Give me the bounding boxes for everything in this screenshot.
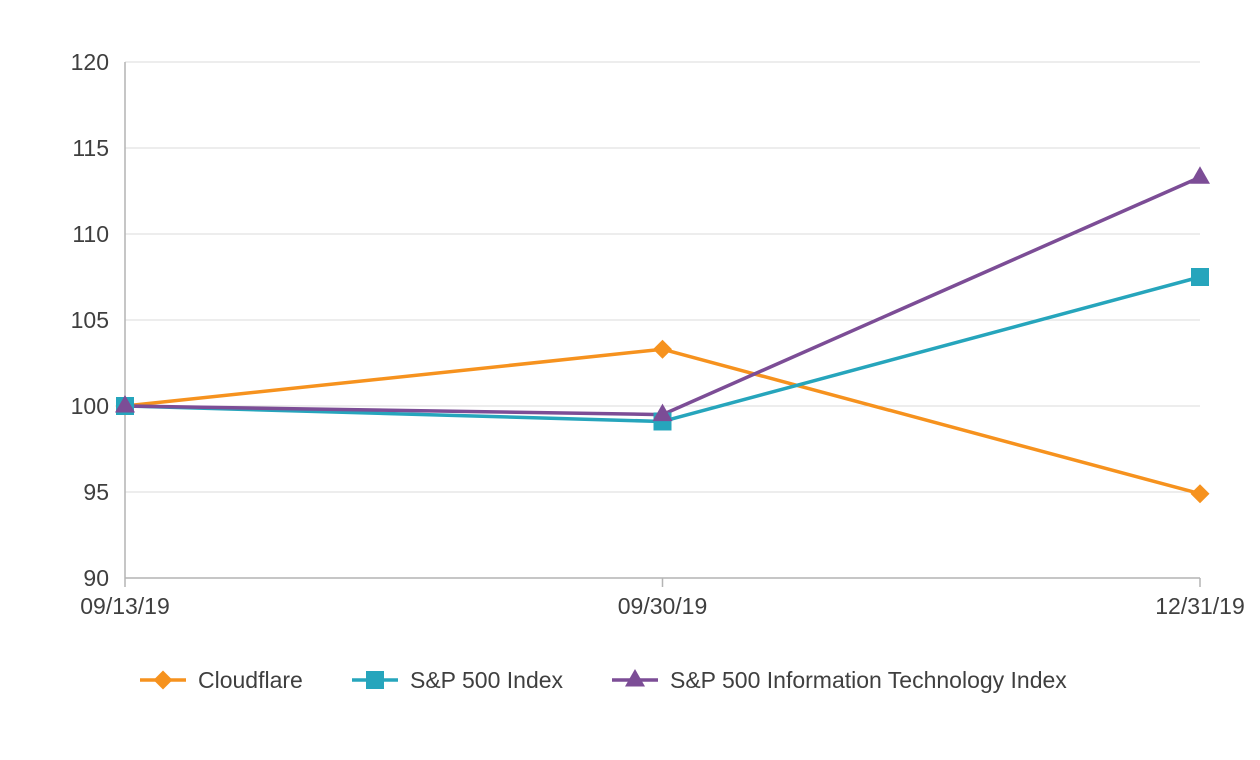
legend-label: S&P 500 Index <box>410 667 564 693</box>
marker-triangle-s-p-500-information-technology-index <box>652 403 673 422</box>
y-tick-label: 120 <box>71 49 109 75</box>
y-tick-label: 110 <box>72 221 109 247</box>
x-tick-label: 12/31/19 <box>1155 593 1245 619</box>
y-axis-labels: 90 95 100 105 110 115 120 <box>71 49 109 591</box>
series-lines <box>123 175 1202 496</box>
marker-triangle-s-p-500-information-technology-index <box>115 395 135 413</box>
legend-label: Cloudflare <box>198 667 303 693</box>
y-tick-label: 115 <box>72 135 109 161</box>
marker-diamond-cloudflare <box>1190 484 1210 504</box>
marker-square-s-p-500-index <box>1191 268 1209 286</box>
legend-item-s-p-500-information-technology-index: S&P 500 Information Technology Index <box>612 667 1067 693</box>
x-tick-label: 09/30/19 <box>618 593 708 619</box>
series-line-s-p-500-information-technology-index <box>123 175 1202 417</box>
y-tick-label: 105 <box>71 307 109 333</box>
marker-triangle-s-p-500-information-technology-index <box>1190 166 1210 184</box>
y-tick-label: 95 <box>83 479 109 505</box>
chart-legend: Cloudflare S&P 500 Index S&P 500 Informati… <box>140 667 1067 693</box>
y-tick-label: 100 <box>71 393 109 419</box>
legend-marker-triangle <box>625 669 645 687</box>
marker-diamond-cloudflare <box>653 339 672 359</box>
x-axis-labels: 09/13/19 09/30/19 12/31/19 <box>80 593 1245 619</box>
y-tick-label: 90 <box>83 565 109 591</box>
series-markers <box>115 166 1210 504</box>
legend-marker-square <box>366 671 384 689</box>
legend-label: S&P 500 Information Technology Index <box>670 667 1067 693</box>
axes <box>124 62 1201 587</box>
legend-item-s-p-500-index: S&P 500 Index <box>352 667 564 693</box>
gridlines <box>125 61 1200 493</box>
x-tick-label: 09/13/19 <box>80 593 170 619</box>
legend-marker-diamond <box>153 670 173 690</box>
legend-item-cloudflare: Cloudflare <box>140 667 303 693</box>
